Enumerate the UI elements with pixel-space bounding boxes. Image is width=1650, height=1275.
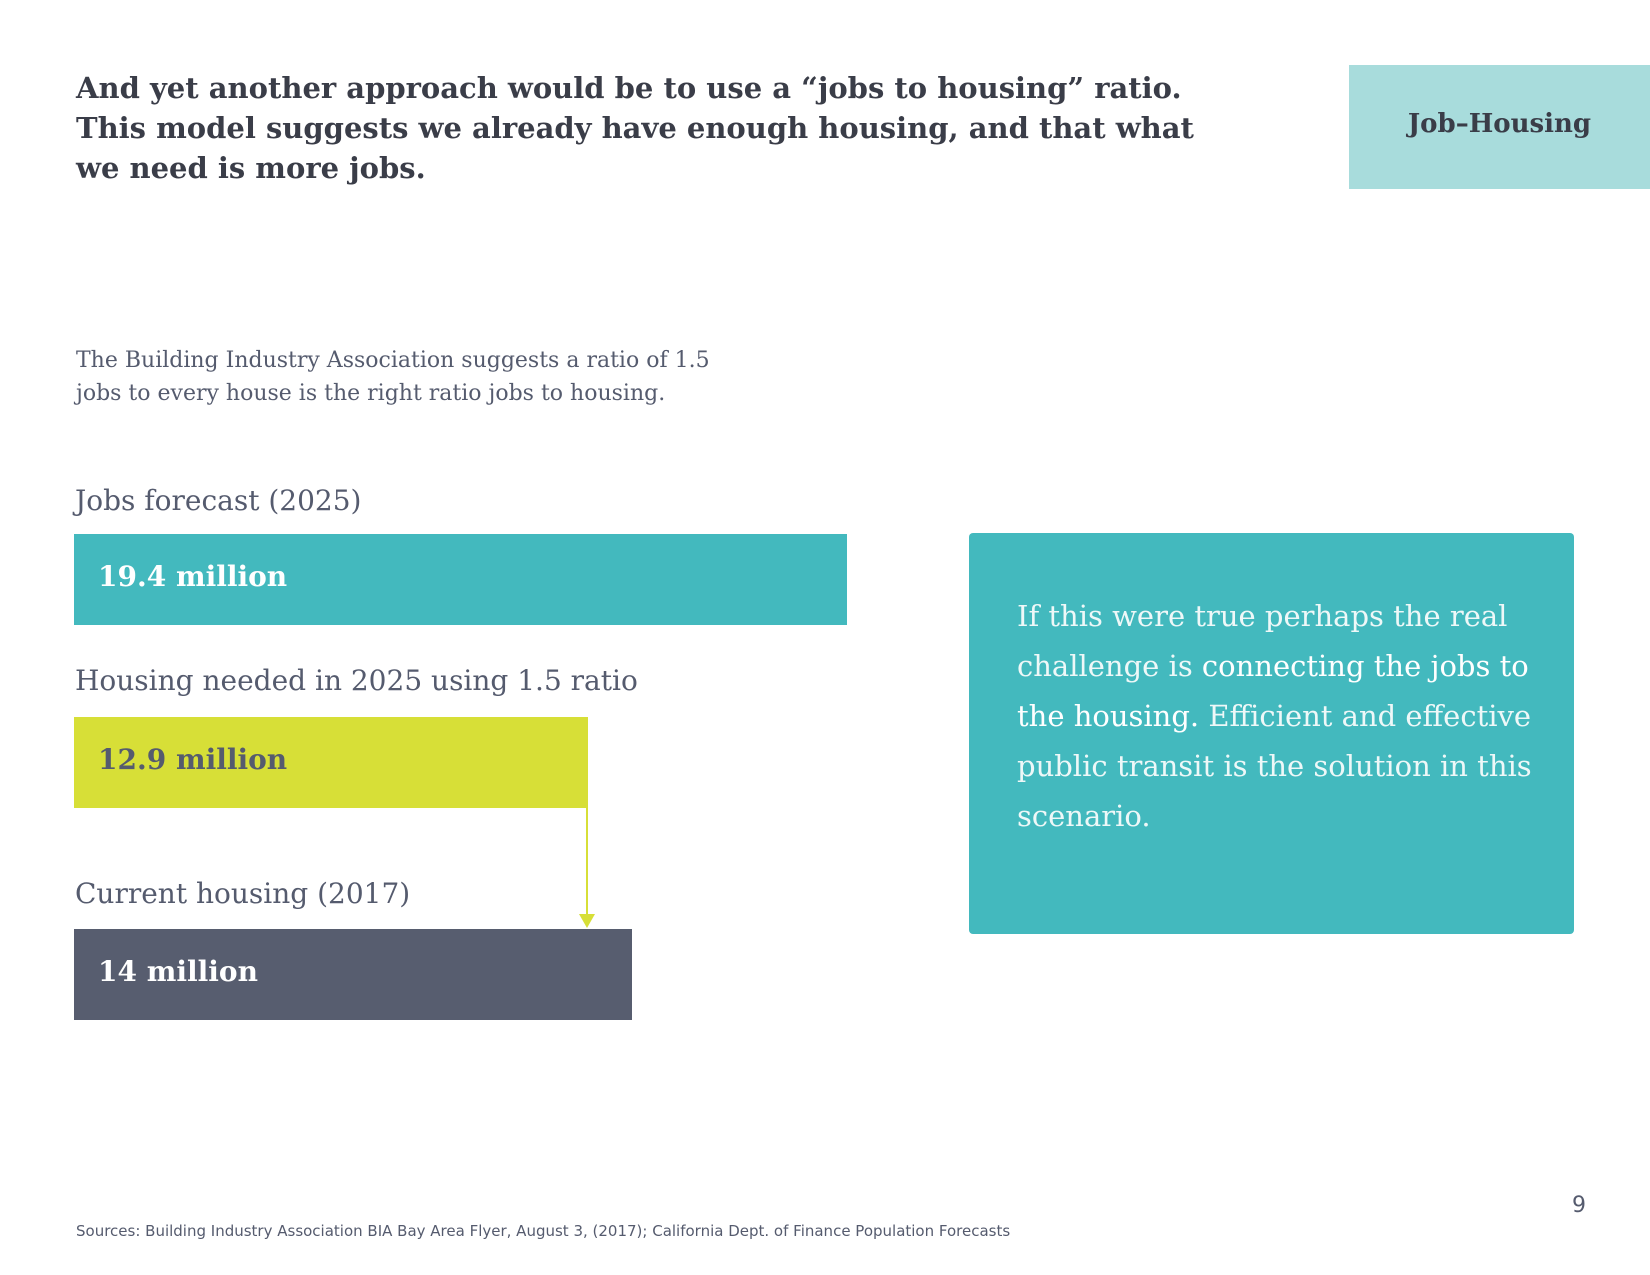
bar-value-label: 19.4 million bbox=[98, 560, 288, 593]
callout: If this were true perhaps the real chall… bbox=[969, 533, 1574, 934]
bar-value-label: 14 million bbox=[98, 955, 258, 988]
callout-segment: If this were true perhaps the real chall… bbox=[1017, 599, 1508, 683]
intro: The Building Industry Association sugges… bbox=[76, 344, 710, 410]
page-number: 9 bbox=[1572, 1193, 1586, 1218]
bar-label: Jobs forecast (2025) bbox=[75, 484, 362, 517]
bar-label: Current housing (2017) bbox=[75, 877, 411, 910]
bar: 12.9 million bbox=[74, 717, 589, 808]
heading-line: And yet another approach would be to use… bbox=[76, 71, 1182, 105]
intro-line: jobs to every house is the right ratio j… bbox=[76, 381, 666, 406]
callout-text: If this were true perhaps the real chall… bbox=[1017, 591, 1537, 841]
heading: And yet another approach would be to use… bbox=[76, 68, 1194, 188]
arrow-head bbox=[579, 914, 595, 928]
bar: 14 million bbox=[74, 929, 633, 1020]
bar-label: Housing needed in 2025 using 1.5 ratio bbox=[75, 664, 638, 697]
tag-text: Job–Housing bbox=[1407, 109, 1592, 139]
bar-value-label: 12.9 million bbox=[98, 743, 288, 776]
callout-segment: Efficient and effective public transit i… bbox=[1017, 699, 1532, 833]
section-tag: Job–Housing bbox=[1349, 65, 1650, 189]
heading-line: This model suggests we already have enou… bbox=[76, 111, 1194, 145]
callout-segment: connecting the jobs to the housing. bbox=[1017, 649, 1529, 733]
bar: 19.4 million bbox=[74, 534, 848, 625]
intro-line: The Building Industry Association sugges… bbox=[76, 348, 710, 373]
heading-line: we need is more jobs. bbox=[76, 151, 426, 185]
sources: Sources: Building Industry Association B… bbox=[76, 1222, 1011, 1240]
